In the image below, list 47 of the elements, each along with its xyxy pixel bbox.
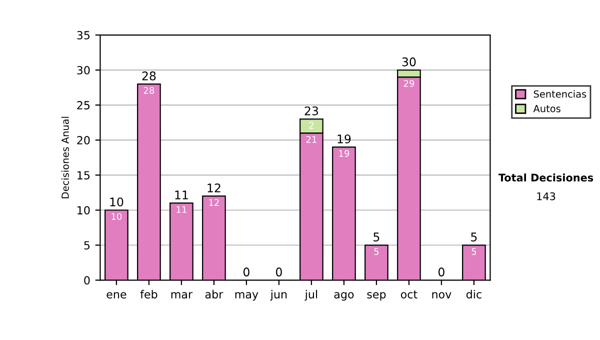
data-label: 12: [209, 199, 219, 206]
total-label: 11: [175, 190, 188, 200]
data-label: 5: [374, 248, 379, 255]
x-tick-label: oct: [400, 290, 418, 298]
legend-label: Sentencias: [534, 90, 586, 98]
data-label: 28: [144, 87, 154, 94]
total-label: 19: [338, 134, 351, 144]
text: 143: [537, 192, 556, 200]
total-label: 12: [208, 183, 220, 192]
y-tick-label: 15: [78, 171, 90, 180]
y-tick-label: 20: [77, 136, 90, 144]
data-label: 5: [472, 248, 476, 255]
total-label: 10: [110, 198, 124, 206]
total-label: 30: [402, 57, 416, 66]
total-label: 5: [374, 232, 380, 242]
data-label: 11: [176, 206, 186, 213]
x-tick-label: jul: [304, 290, 318, 301]
x-tick-label: feb: [140, 290, 158, 298]
data-label: 21: [306, 136, 316, 143]
data-label: 2: [309, 122, 314, 129]
total-label: 23: [304, 106, 318, 116]
y-tick-label: 35: [77, 30, 90, 40]
total-label: 28: [142, 71, 156, 80]
total-label: 0: [438, 268, 444, 276]
x-tick-label: nov: [432, 292, 452, 298]
total-label: 0: [276, 268, 282, 276]
x-tick-label: may: [235, 292, 258, 301]
y-tick-label: 25: [77, 101, 90, 110]
y-tick-label: 0: [84, 276, 90, 285]
text: Total Decisiones: [498, 173, 594, 182]
total-label: 0: [243, 268, 250, 276]
x-tick-label: abr: [205, 290, 224, 298]
data-label: 10: [112, 213, 122, 220]
data-label: 19: [339, 150, 350, 157]
x-tick-label: dic: [466, 290, 482, 298]
x-tick-label: ago: [334, 292, 354, 301]
y-tick-label: 10: [78, 206, 90, 214]
y-tick-label: 30: [77, 66, 90, 74]
x-tick-label: ene: [106, 292, 126, 298]
x-tick-label: sep: [367, 292, 386, 301]
y-axis-title: Decisiones Anual: [61, 116, 69, 198]
legend-label: Autos: [533, 105, 560, 112]
y-tick-label: 5: [84, 241, 90, 250]
data-label: 29: [404, 80, 414, 87]
total-label: 5: [471, 232, 477, 242]
x-tick-label: jun: [270, 290, 287, 301]
x-tick-label: mar: [171, 292, 193, 298]
